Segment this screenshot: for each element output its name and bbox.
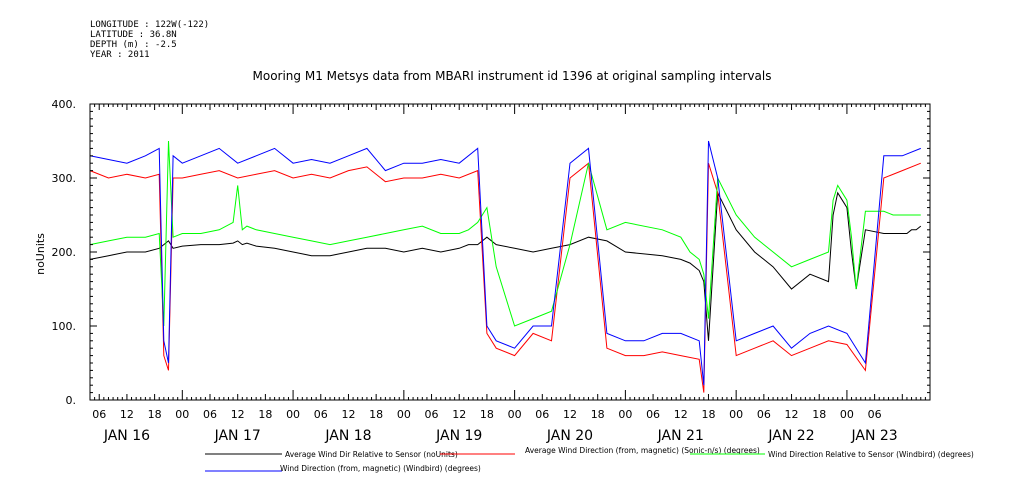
y-axis-label: noUnits [34,233,47,275]
x-hour-label: 00 [508,408,522,421]
x-hour-label: 18 [591,408,605,421]
axis-layer: 0. 100. 200. 300. 400. 06 12 18 00 06 12 18 00 06 12 18… [52,98,931,444]
x-hour-label: 18 [258,408,272,421]
x-hour-label: 00 [175,408,189,421]
x-hour-label: 12 [341,408,355,421]
latitude-text: LATITUDE : 36.8N [90,30,177,40]
year-text: YEAR : 2011 [90,50,150,60]
series-line-0 [89,190,922,341]
x-hour-label: 12 [563,408,577,421]
y-tick-label: 0. [66,394,77,407]
x-hour-label: 00 [840,408,854,421]
y-tick-label: 400. [52,98,77,111]
x-day-label: JAN 18 [324,428,371,444]
x-hour-label: 18 [812,408,826,421]
series-line-1 [89,162,921,393]
x-hour-label: 06 [203,408,217,421]
x-hour-label: 12 [120,408,134,421]
x-hour-label: 12 [674,408,688,421]
x-hour-label: 06 [314,408,328,421]
x-day-label: JAN 20 [546,428,593,444]
x-hour-label: 06 [535,408,549,421]
legend-entry: Wind Direction Relative to Sensor (Windb… [768,450,974,459]
x-hour-label: 06 [425,408,439,421]
x-hour-label: 18 [369,408,383,421]
depth-text: DEPTH (m) : -2.5 [90,40,177,50]
series-layer [89,140,922,393]
series-line-3 [89,140,921,386]
x-hour-label: 18 [480,408,494,421]
x-day-label: JAN 22 [767,428,814,444]
y-tick-label: 100. [52,320,77,333]
dataset-metadata: LONGITUDE : 122W(-122) LATITUDE : 36.8N … [90,20,209,60]
series-line-2 [89,140,921,327]
legend-entry: Average Wind Direction (from, magnetic) … [525,446,760,455]
x-hour-label: 00 [618,408,632,421]
legend: Average Wind Dir Relative to Sensor (noU… [205,446,974,473]
x-day-label: JAN 21 [657,428,704,444]
y-tick-label: 200. [52,246,77,259]
x-hour-label: 06 [757,408,771,421]
x-hour-label: 18 [701,408,715,421]
x-day-label: JAN 17 [214,428,261,444]
legend-entry: Wind Direction (from, magnetic) (Windbir… [280,464,481,473]
x-hour-label: 18 [148,408,162,421]
x-day-label: JAN 16 [103,428,150,444]
x-day-label: JAN 23 [851,428,898,444]
x-hour-label: 12 [452,408,466,421]
x-hour-label: 00 [286,408,300,421]
x-day-label: JAN 19 [435,428,482,444]
y-tick-label: 300. [52,172,77,185]
x-hour-label: 06 [646,408,660,421]
x-hour-label: 06 [868,408,882,421]
x-hour-label: 00 [729,408,743,421]
plot-frame [89,103,931,401]
x-hour-label: 12 [785,408,799,421]
longitude-text: LONGITUDE : 122W(-122) [90,20,210,30]
chart-title: Mooring M1 Metsys data from MBARI instru… [253,69,772,83]
x-hour-label: 12 [231,408,245,421]
legend-entry: Average Wind Dir Relative to Sensor (noU… [285,450,458,459]
x-hour-label: 00 [397,408,411,421]
x-hour-label: 06 [92,408,106,421]
